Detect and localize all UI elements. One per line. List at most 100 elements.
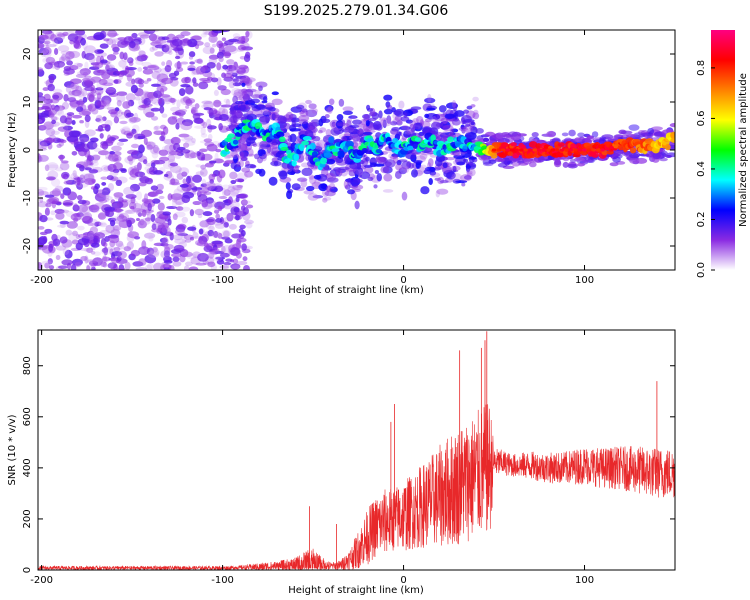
spectrogram-cell <box>574 137 582 142</box>
spectrogram-cell <box>461 114 472 124</box>
spectrogram-x-label: Height of straight line (km) <box>288 285 424 296</box>
spectrogram-cell <box>173 244 185 252</box>
spectrogram-cell <box>190 106 197 115</box>
spectrogram-cell <box>99 43 109 49</box>
spectrogram-cell <box>311 151 318 158</box>
spectrogram-cell <box>222 230 230 238</box>
spectrogram-cell <box>242 90 247 99</box>
spectrogram-cell <box>200 126 206 136</box>
spectrogram-cell <box>119 120 128 125</box>
spectrogram-cell <box>322 196 332 201</box>
spectrogram-cell <box>307 193 319 201</box>
spectrogram-cell <box>239 151 244 160</box>
spectrogram-cell <box>84 61 89 70</box>
spectrogram-cell <box>239 224 246 230</box>
spectrogram-cell <box>626 133 636 138</box>
spectrogram-cell <box>86 154 92 163</box>
spectrogram-cell <box>137 171 146 177</box>
spectrogram-cell <box>146 77 152 82</box>
spectrogram-cell <box>95 128 105 132</box>
y-tick-label: 800 <box>22 356 33 375</box>
spectrogram-cell <box>74 90 85 97</box>
spectrogram-cell <box>184 140 196 146</box>
spectrogram-cell <box>180 61 189 65</box>
spectrogram-cell <box>612 156 621 163</box>
spectrogram-cell <box>61 53 67 61</box>
spectrogram-cell <box>176 206 184 211</box>
spectrogram-cell <box>628 124 640 131</box>
spectrogram-cell <box>66 121 72 125</box>
spectrogram-cell <box>130 84 138 94</box>
spectrogram-cell <box>64 249 73 259</box>
spectrogram-cell <box>48 243 53 252</box>
spectrogram-cell <box>105 65 113 70</box>
spectrogram-cell <box>95 117 101 122</box>
spectrogram-cell <box>237 44 247 51</box>
spectrogram-cell <box>211 231 222 238</box>
spectrogram-cell <box>293 153 300 162</box>
spectrogram-cell <box>414 122 423 126</box>
spectrogram-cell <box>180 121 193 131</box>
spectrogram-cell <box>211 43 217 48</box>
spectrogram-cell <box>143 193 149 203</box>
spectrogram-cell <box>355 169 364 176</box>
spectrogram-cell <box>59 62 65 68</box>
spectrogram-cell <box>73 40 81 49</box>
spectrogram-cell <box>367 176 374 182</box>
spectrogram-cell <box>40 124 52 131</box>
spectrogram-cell <box>79 212 90 222</box>
spectrogram-cell <box>215 213 221 220</box>
spectrogram-cell <box>114 207 122 214</box>
spectrogram-cell <box>159 105 165 114</box>
spectrogram-cell <box>238 64 249 70</box>
spectrogram-cell <box>191 137 196 144</box>
spectrogram-cell <box>194 103 200 109</box>
spectrogram-cell <box>48 110 54 117</box>
spectrogram-cell <box>63 125 73 131</box>
spectrogram-cell <box>201 199 209 208</box>
spectrogram-cell <box>138 246 150 256</box>
spectrogram-cell <box>66 60 73 66</box>
spectrogram-cell <box>222 64 229 70</box>
spectrogram-cell <box>271 98 283 106</box>
spectrogram-cell <box>162 236 169 246</box>
spectrogram-cell <box>90 242 100 248</box>
spectrogram-cell <box>56 143 62 148</box>
spectrogram-cell <box>86 265 91 270</box>
spectrogram-cell <box>153 130 164 136</box>
spectrogram-cell <box>401 124 410 131</box>
spectrogram-cell <box>208 34 218 43</box>
spectrogram-cell <box>246 84 252 89</box>
spectrogram-cell <box>669 122 675 128</box>
spectrogram-cell <box>59 115 68 124</box>
y-tick-label: 600 <box>22 407 33 426</box>
spectrogram-cell <box>172 261 182 267</box>
spectrogram-cell <box>452 165 457 173</box>
spectrogram-cell <box>180 84 191 88</box>
spectrogram-cell <box>72 258 83 266</box>
spectrogram-cell <box>564 148 569 152</box>
spectrogram-cell <box>125 100 132 109</box>
spectrogram-cell <box>127 149 139 155</box>
spectrogram-cell <box>444 156 456 161</box>
spectrogram-cell <box>143 137 148 146</box>
spectrogram-cell <box>224 154 236 159</box>
spectrogram-cell <box>102 256 111 262</box>
spectrogram-cell <box>178 113 184 118</box>
spectrogram-cell <box>192 174 203 183</box>
spectrogram-cell <box>84 114 91 123</box>
spectrogram-cell <box>131 128 137 134</box>
spectrogram-cell <box>58 210 68 215</box>
spectrogram-cell <box>195 262 207 266</box>
spectrogram-cell <box>80 37 86 46</box>
spectrogram-cell <box>179 183 189 188</box>
spectrogram-cell <box>43 93 51 101</box>
spectrogram-cell <box>257 156 263 164</box>
spectrogram-cell <box>194 125 205 129</box>
spectrogram-cell <box>323 152 333 158</box>
spectrogram-cell <box>429 170 437 176</box>
spectrogram-cell <box>205 218 215 223</box>
spectrogram-cell <box>218 257 224 262</box>
spectrogram-cell <box>80 256 88 261</box>
spectrogram-cell <box>230 179 237 185</box>
